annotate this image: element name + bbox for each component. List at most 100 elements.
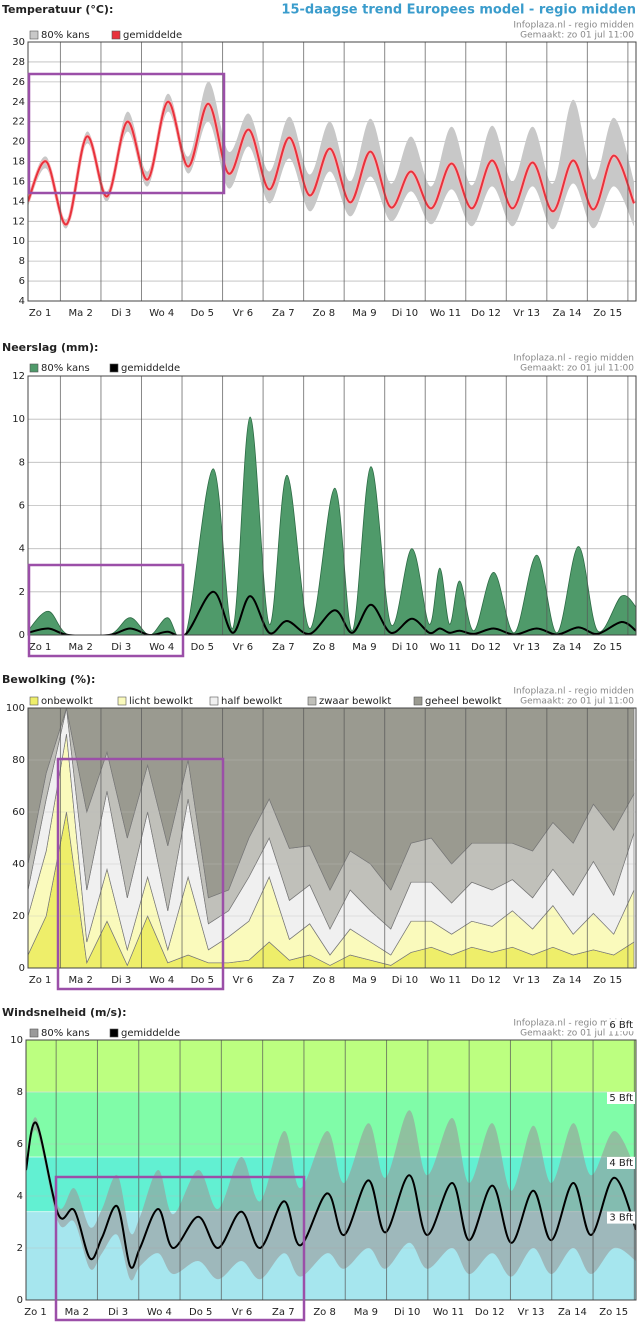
y-tick-label: 2 bbox=[19, 587, 25, 598]
x-tick-label: Za 14 bbox=[558, 1307, 587, 1318]
highlight-box bbox=[27, 563, 185, 658]
x-tick-label: Wo 11 bbox=[433, 1307, 464, 1318]
x-tick-label: Do 5 bbox=[191, 642, 214, 653]
y-tick-label: 4 bbox=[19, 544, 25, 555]
y-tick-label: 10 bbox=[12, 414, 25, 425]
line bbox=[28, 100, 635, 226]
x-tick-label: Vr 13 bbox=[513, 308, 540, 319]
source: Infoplaza.nl - regio midden bbox=[513, 21, 634, 31]
charts: Temperatuur (°C): Infoplaza.nl - regio mi… bbox=[2, 3, 637, 1318]
x-tick-label: Zo 15 bbox=[593, 308, 622, 319]
x-tick-label: Di 3 bbox=[111, 975, 131, 986]
x-tick-label: Wo 4 bbox=[147, 1307, 172, 1318]
legend-swatch bbox=[29, 363, 39, 373]
legend-label: zwaar bewolkt bbox=[319, 696, 391, 707]
beaufort-label: 3 Bft bbox=[609, 1213, 633, 1224]
x-tick-label: Ma 2 bbox=[69, 975, 93, 986]
line bbox=[28, 590, 636, 635]
x-tick-label: Di 3 bbox=[111, 308, 131, 319]
chart: Windsnelheid (m/s): Infoplaza.nl - regio … bbox=[2, 1006, 637, 1318]
legend-label: 80% kans bbox=[41, 1028, 90, 1039]
y-tick-label: 60 bbox=[12, 807, 25, 818]
x-tick-label: Ma 2 bbox=[69, 308, 93, 319]
x-tick-label: Do 5 bbox=[189, 1307, 212, 1318]
x-tick-label: Wo 11 bbox=[430, 642, 461, 653]
y-tick-label: 28 bbox=[12, 57, 25, 68]
chart-title: Windsnelheid (m/s): bbox=[2, 1006, 126, 1019]
x-tick-label: Di 3 bbox=[108, 1307, 128, 1318]
x-tick-label: Zo 1 bbox=[29, 308, 52, 319]
x-tick-label: Ma 2 bbox=[65, 1307, 89, 1318]
chart: Bewolking (%): Infoplaza.nl - regio midde… bbox=[2, 673, 637, 986]
y-tick-label: 20 bbox=[12, 137, 25, 148]
x-tick-label: Zo 15 bbox=[593, 642, 622, 653]
x-tick-label: Vr 6 bbox=[233, 975, 254, 986]
x-tick-label: Za 7 bbox=[272, 1307, 295, 1318]
legend-label: gemiddelde bbox=[121, 363, 180, 374]
x-tick-label: Zo 8 bbox=[313, 642, 336, 653]
x-tick-label: Zo 15 bbox=[593, 975, 622, 986]
plot bbox=[28, 708, 636, 968]
x-tick-label: Di 3 bbox=[111, 642, 131, 653]
legend-swatch bbox=[29, 1028, 39, 1038]
y-tick-label: 22 bbox=[12, 117, 25, 128]
x-tick-label: Vr 13 bbox=[513, 975, 540, 986]
x-tick-label: Zo 15 bbox=[599, 1307, 628, 1318]
y-tick-label: 10 bbox=[10, 1035, 23, 1046]
plot-border bbox=[27, 375, 637, 636]
highlight-box bbox=[27, 72, 226, 195]
x-tick-label: Zo 1 bbox=[29, 975, 52, 986]
beaufort-label-bg bbox=[607, 1092, 635, 1104]
x-tick-label: Di 10 bbox=[392, 308, 418, 319]
y-tick-label: 24 bbox=[12, 97, 25, 108]
y-tick-label: 18 bbox=[12, 157, 25, 168]
y-tick-label: 40 bbox=[12, 859, 25, 870]
legend-swatch bbox=[117, 696, 127, 706]
source: Infoplaza.nl - regio midden bbox=[513, 354, 634, 364]
y-tick-label: 20 bbox=[12, 911, 25, 922]
timestamp: Gemaakt: zo 01 jul 11:00 bbox=[520, 1029, 634, 1039]
y-tick-label: 6 bbox=[19, 501, 25, 512]
timestamp: Gemaakt: zo 01 jul 11:00 bbox=[520, 364, 634, 374]
x-tick-label: Do 5 bbox=[191, 308, 214, 319]
x-tick-label: Za 7 bbox=[272, 975, 295, 986]
x-tick-label: Wo 4 bbox=[149, 642, 174, 653]
y-tick-label: 12 bbox=[12, 216, 25, 227]
plot-border bbox=[27, 707, 637, 969]
x-tick-label: Zo 8 bbox=[313, 308, 336, 319]
legend-swatch bbox=[209, 696, 219, 706]
x-tick-label: Ma 9 bbox=[352, 975, 376, 986]
page-title: 15-daagse trend Europees model - regio m… bbox=[281, 3, 636, 18]
area bbox=[28, 416, 636, 635]
beaufort-label: 4 Bft bbox=[609, 1158, 633, 1169]
source: Infoplaza.nl - regio midden bbox=[513, 687, 634, 697]
x-tick-label: Vr 6 bbox=[233, 642, 254, 653]
y-tick-label: 0 bbox=[19, 630, 25, 641]
x-tick-label: Do 12 bbox=[471, 308, 501, 319]
y-tick-label: 26 bbox=[12, 77, 25, 88]
x-tick-label: Ma 9 bbox=[352, 642, 376, 653]
y-tick-label: 100 bbox=[6, 703, 25, 714]
y-tick-label: 4 bbox=[19, 296, 25, 307]
chart-title: Bewolking (%): bbox=[2, 673, 95, 686]
timestamp: Gemaakt: zo 01 jul 11:00 bbox=[520, 697, 634, 707]
x-tick-label: Wo 11 bbox=[430, 308, 461, 319]
x-tick-label: Ma 2 bbox=[69, 642, 93, 653]
x-tick-label: Do 5 bbox=[191, 975, 214, 986]
x-tick-label: Ma 9 bbox=[352, 308, 376, 319]
line bbox=[26, 1121, 636, 1269]
beaufort-label-bg bbox=[607, 1211, 635, 1224]
x-tick-label: Za 14 bbox=[553, 308, 582, 319]
highlights bbox=[27, 72, 306, 1322]
legend-swatch bbox=[111, 30, 121, 40]
x-tick-label: Wo 4 bbox=[149, 308, 174, 319]
range-band bbox=[28, 81, 634, 230]
y-tick-label: 4 bbox=[17, 1191, 23, 1202]
x-tick-label: Vr 13 bbox=[513, 642, 540, 653]
highlight-box bbox=[54, 1175, 306, 1322]
y-tick-label: 6 bbox=[19, 276, 25, 287]
chart-title: Temperatuur (°C): bbox=[2, 3, 113, 16]
y-tick-label: 8 bbox=[19, 457, 25, 468]
legend-label: geheel bewolkt bbox=[425, 696, 501, 707]
